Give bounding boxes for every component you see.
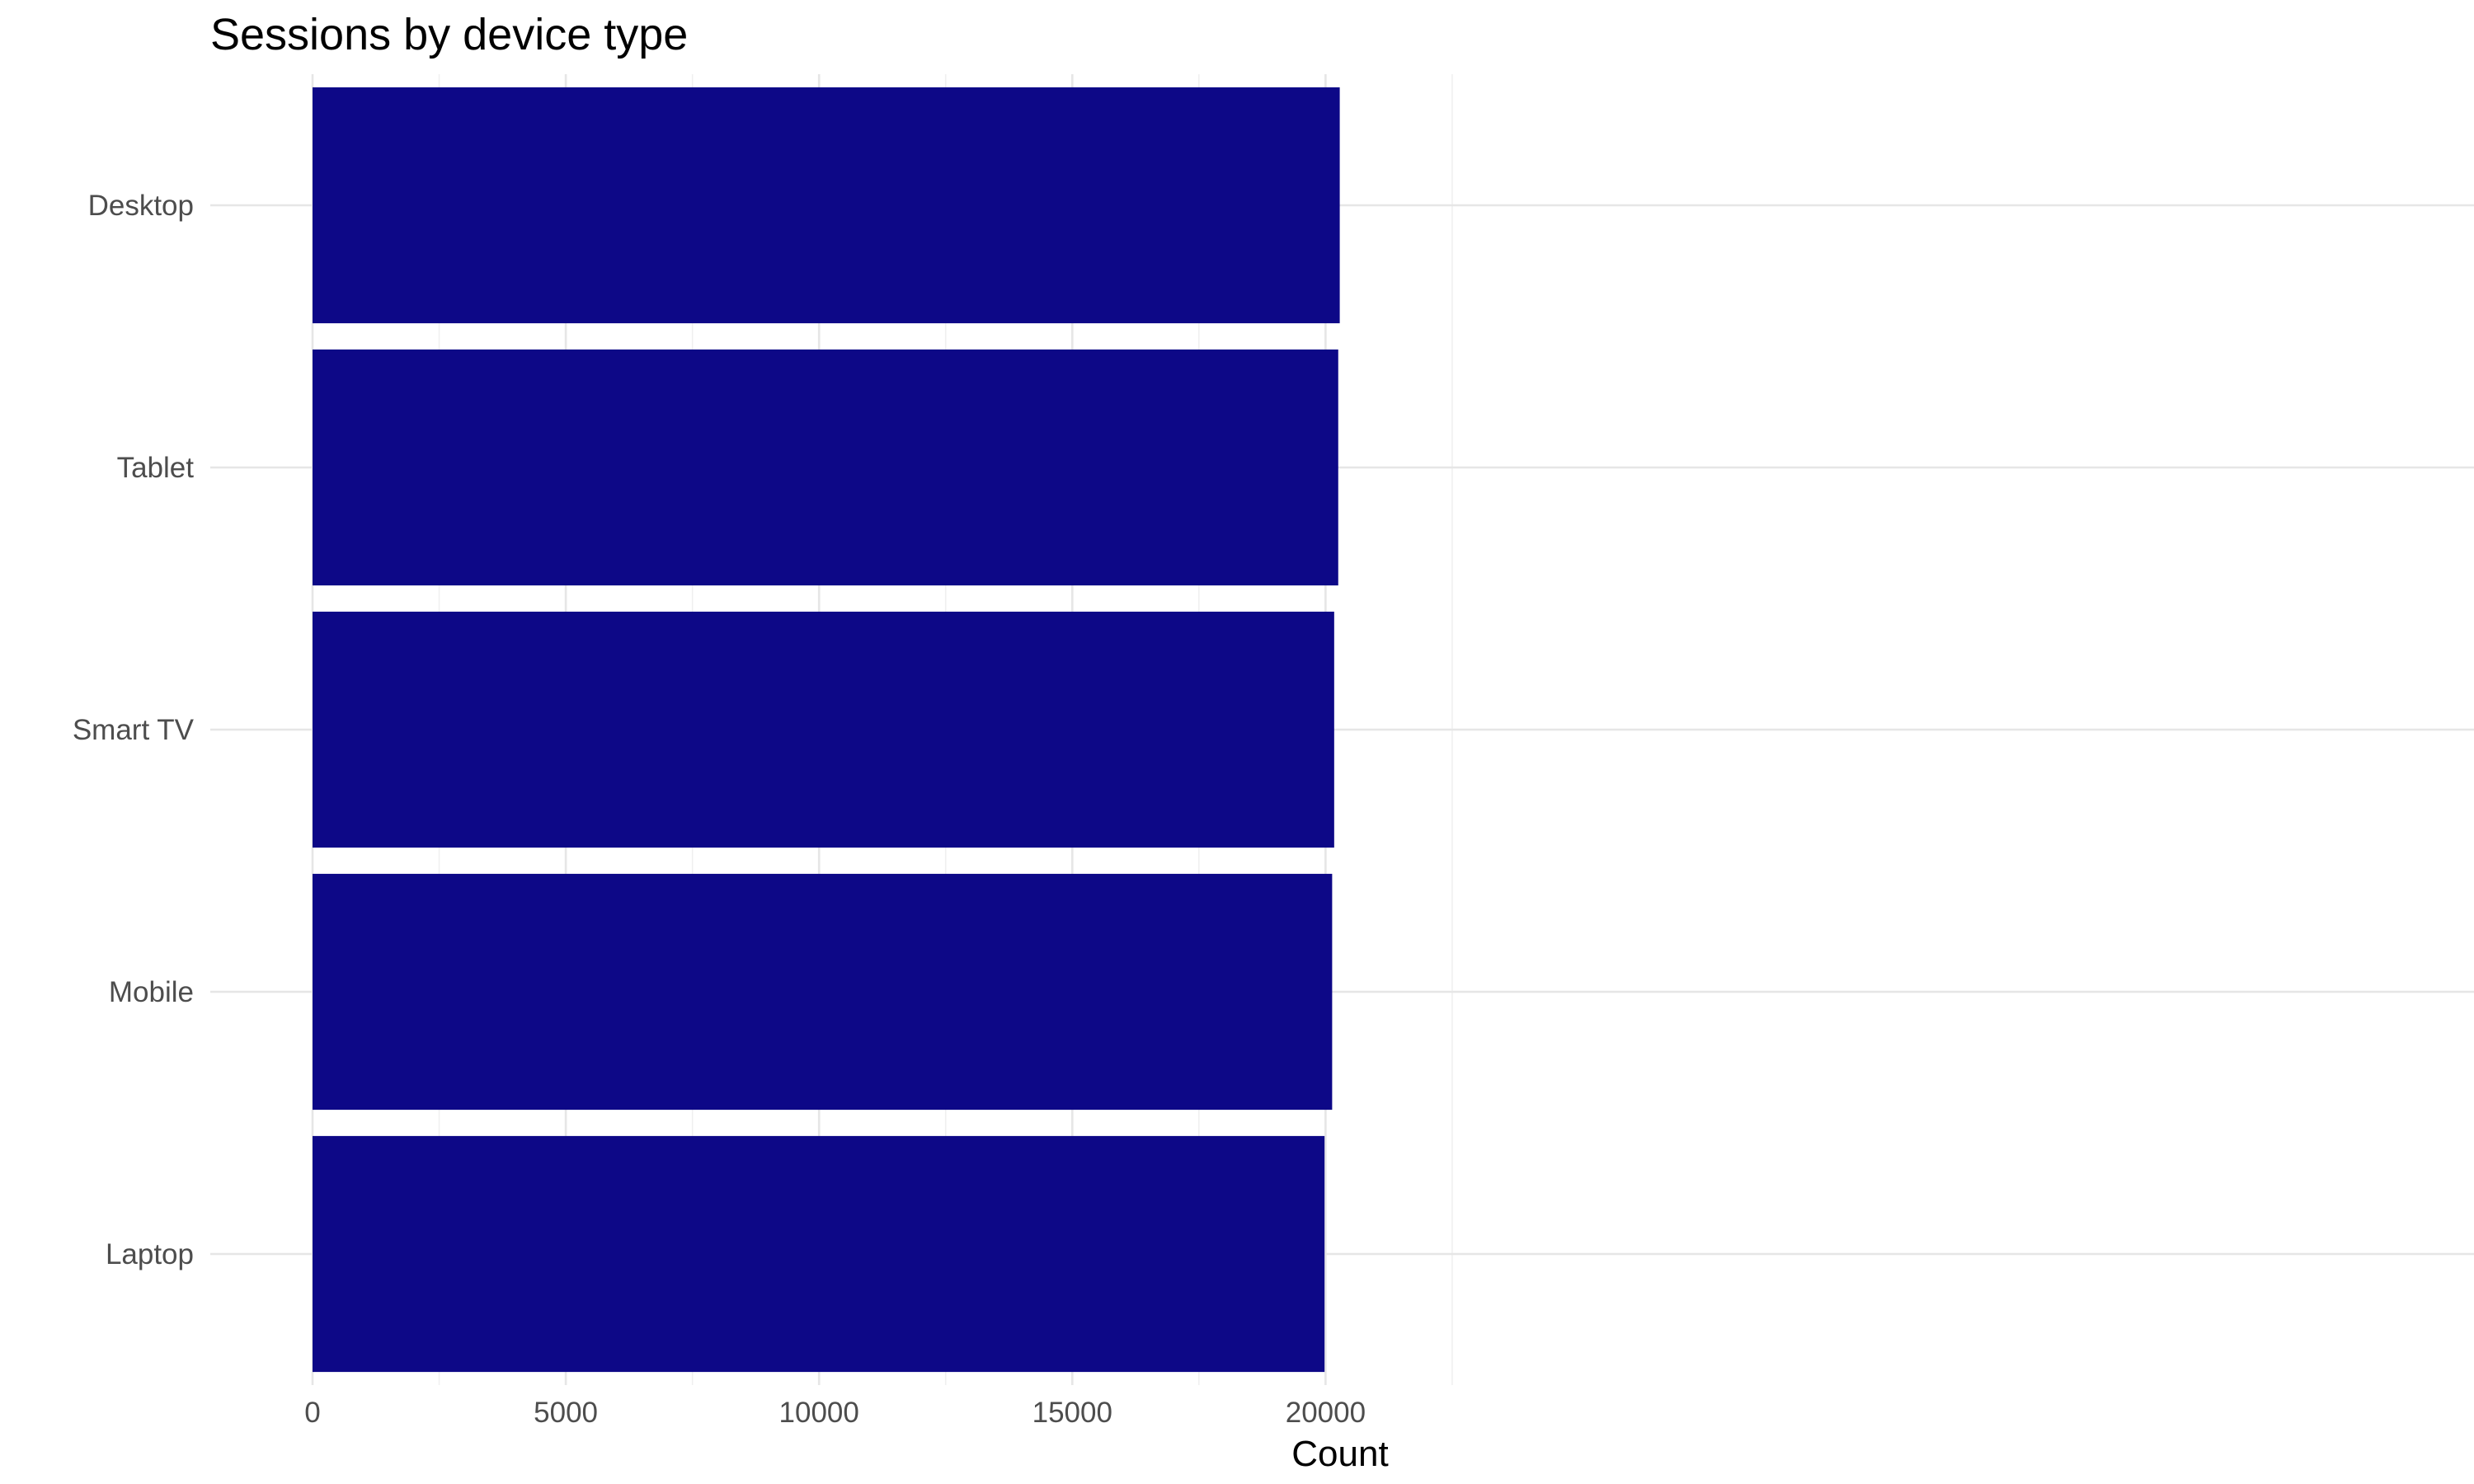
y-tick-label: Tablet bbox=[117, 452, 195, 484]
x-axis-title: Count bbox=[1291, 1434, 1388, 1474]
bar-desktop bbox=[313, 87, 1340, 324]
x-tick-label: 5000 bbox=[534, 1397, 598, 1429]
x-tick-label: 20000 bbox=[1286, 1397, 1366, 1429]
y-tick-label: Laptop bbox=[106, 1238, 194, 1270]
chart-title: Sessions by device type bbox=[210, 10, 688, 59]
bar-tablet bbox=[313, 349, 1338, 586]
x-tick-label: 15000 bbox=[1032, 1397, 1112, 1429]
x-tick-label: 10000 bbox=[779, 1397, 859, 1429]
x-axis-tick-labels: 0 5000 10000 15000 20000 bbox=[304, 1397, 1366, 1429]
bars bbox=[313, 87, 1340, 1373]
y-tick-label: Mobile bbox=[109, 976, 194, 1008]
bar-laptop bbox=[313, 1135, 1325, 1373]
bar-smart-tv bbox=[313, 611, 1334, 848]
y-tick-label: Smart TV bbox=[73, 714, 195, 746]
y-tick-label: Desktop bbox=[88, 190, 194, 222]
bar-mobile bbox=[313, 873, 1333, 1111]
y-axis-tick-labels: Desktop Tablet Smart TV Mobile Laptop bbox=[73, 190, 195, 1270]
x-tick-label: 0 bbox=[304, 1397, 320, 1429]
